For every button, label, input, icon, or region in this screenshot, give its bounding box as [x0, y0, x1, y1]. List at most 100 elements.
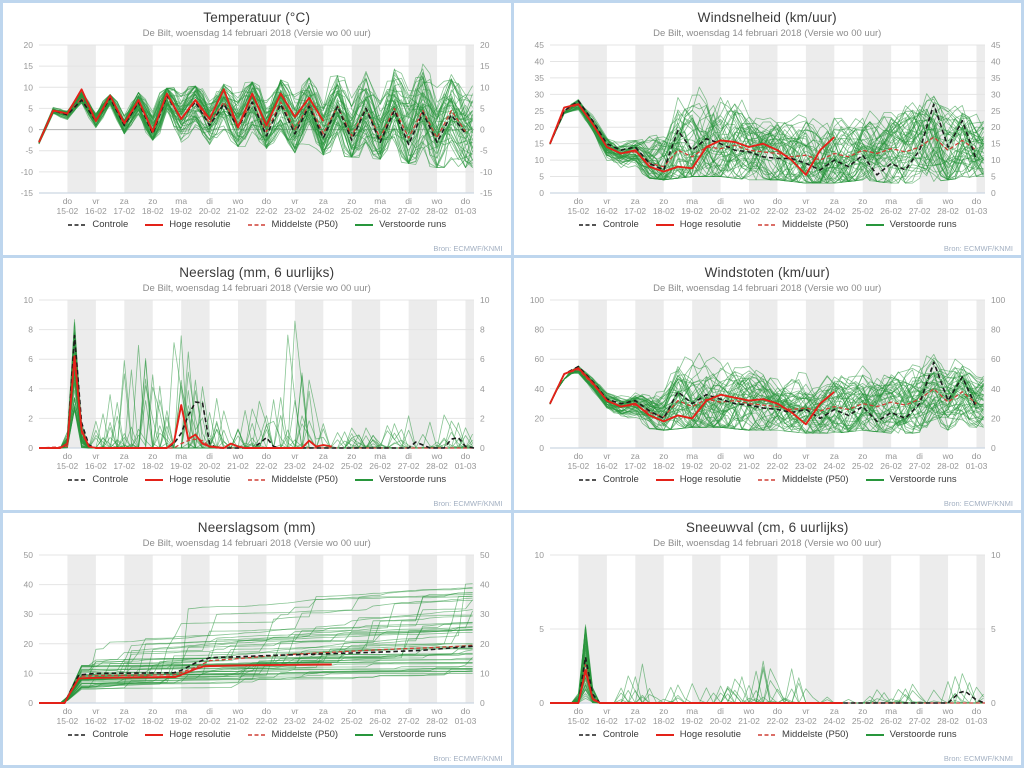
y-tick-label-left: 20 [534, 413, 544, 423]
legend-item-hoge-resolutie: Hoge resolutie [144, 729, 231, 740]
x-tick-dow: za [120, 706, 129, 716]
legend-item-middelste-p50: Middelste (P50) [247, 474, 339, 485]
x-tick-dow: za [120, 451, 129, 461]
x-tick-dow: do [971, 196, 981, 206]
x-tick-dow: do [971, 451, 981, 461]
legend-line-middelste-p50 [758, 478, 777, 481]
legend-line-verstoorde-runs [355, 733, 374, 736]
x-tick-date: 23-02 [284, 461, 306, 471]
x-tick-date: 18-02 [653, 716, 675, 726]
hires-line [39, 663, 333, 704]
x-tick-dow: do [461, 706, 471, 716]
legend-line-controle [578, 478, 597, 481]
y-tick-label-left: 0 [539, 443, 544, 453]
x-tick-date: 18-02 [142, 206, 164, 216]
x-tick-date: 01-03 [455, 461, 477, 471]
x-tick-dow: di [207, 451, 214, 461]
legend-item-verstoorde-runs: Verstoorde runs [354, 729, 446, 740]
legend-line-hoge-resolutie [145, 733, 164, 736]
x-tick-date: 17-02 [624, 461, 646, 471]
x-tick-date: 23-02 [795, 716, 817, 726]
source-attribution: Bron: ECMWF/KNMI [433, 244, 503, 253]
x-tick-dow: do [772, 451, 782, 461]
y-tick-label-right: 45 [991, 41, 1001, 50]
y-tick-label-right: 10 [991, 155, 1001, 165]
y-tick-label-left: 0 [539, 698, 544, 708]
x-tick-dow: vr [802, 706, 809, 716]
hires-line [548, 367, 835, 426]
chart-legend: Controle Hoge resolutie Middelste (P50) Ver… [514, 474, 1022, 485]
x-tick-dow: di [406, 196, 413, 206]
x-tick-dow: ma [375, 451, 387, 461]
x-tick-dow: za [631, 706, 640, 716]
x-tick-date: 27-02 [908, 206, 930, 216]
legend-line-hoge-resolutie [655, 223, 674, 226]
panel-windstoten: Windstoten (km/uur) De Bilt, woensdag 14… [513, 258, 1022, 510]
x-tick-date: 22-02 [256, 206, 278, 216]
legend-line-controle [68, 478, 87, 481]
x-tick-dow: wo [742, 706, 754, 716]
x-tick-dow: do [971, 706, 981, 716]
chart-legend: Controle Hoge resolutie Middelste (P50) Ver… [3, 729, 511, 740]
y-tick-label-right: 0 [991, 443, 996, 453]
x-tick-date: 01-03 [965, 461, 987, 471]
day-band [862, 45, 891, 193]
day-band [181, 555, 210, 703]
y-tick-label-right: 100 [991, 296, 1005, 305]
control-line [38, 94, 467, 146]
x-tick-dow: wo [742, 451, 754, 461]
x-tick-date: 25-02 [852, 206, 874, 216]
legend-label: Verstoorde runs [889, 474, 957, 485]
median-p50-line [39, 644, 475, 704]
x-tick-dow: do [262, 706, 272, 716]
x-tick-date: 28-02 [937, 461, 959, 471]
y-tick-label-right: 15 [480, 61, 490, 71]
x-tick-dow: do [63, 706, 73, 716]
x-tick-date: 24-02 [823, 716, 845, 726]
x-tick-date: 01-03 [965, 206, 987, 216]
x-tick-dow: zo [148, 451, 157, 461]
x-tick-date: 23-02 [284, 206, 306, 216]
x-tick-date: 23-02 [795, 206, 817, 216]
x-tick-date: 22-02 [256, 461, 278, 471]
legend-item-controle: Controle [67, 474, 128, 485]
y-tick-label-left: 8 [29, 325, 34, 335]
y-tick-label-left: 5 [539, 172, 544, 182]
x-tick-dow: ma [686, 196, 698, 206]
y-tick-label-left: 0 [29, 125, 34, 135]
x-tick-dow: zo [659, 706, 668, 716]
day-band [976, 300, 985, 448]
panel-sneeuwval: Sneeuwval (cm, 6 uurlijks) De Bilt, woen… [513, 513, 1021, 765]
x-tick-date: 17-02 [114, 206, 136, 216]
x-tick-dow: zo [858, 451, 867, 461]
x-tick-date: 27-02 [908, 461, 930, 471]
legend-item-middelste-p50: Middelste (P50) [247, 729, 338, 740]
y-tick-label-left: 35 [534, 73, 544, 83]
x-tick-date: 24-02 [313, 206, 335, 216]
x-tick-date: 27-02 [908, 716, 930, 726]
legend-label: Middelste (P50) [271, 474, 339, 485]
y-tick-label-left: 2 [29, 413, 34, 423]
source-attribution: Bron: ECMWF/KNMI [943, 244, 1013, 253]
x-tick-date: 28-02 [426, 716, 448, 726]
chart-subtitle: De Bilt, woensdag 14 februari 2018 (Vers… [142, 283, 371, 294]
x-tick-date: 25-02 [852, 716, 874, 726]
x-tick-dow: vr [93, 706, 100, 716]
x-tick-dow: ma [375, 706, 387, 716]
x-tick-date: 27-02 [398, 206, 420, 216]
x-tick-date: 28-02 [937, 206, 959, 216]
legend-line-controle [578, 223, 597, 226]
y-tick-label-right: 15 [991, 139, 1001, 149]
x-tick-dow: ma [176, 706, 188, 716]
x-tick-date: 18-02 [142, 461, 164, 471]
y-tick-label-left: 20 [534, 122, 544, 132]
legend-item-controle: Controle [67, 729, 128, 740]
x-tick-date: 24-02 [823, 461, 845, 471]
x-tick-date: 17-02 [624, 206, 646, 216]
x-tick-dow: za [319, 451, 328, 461]
x-tick-dow: wo [431, 196, 443, 206]
legend-item-controle: Controle [67, 219, 128, 230]
legend-label: Controle [602, 474, 639, 485]
legend-label: Controle [92, 474, 129, 485]
